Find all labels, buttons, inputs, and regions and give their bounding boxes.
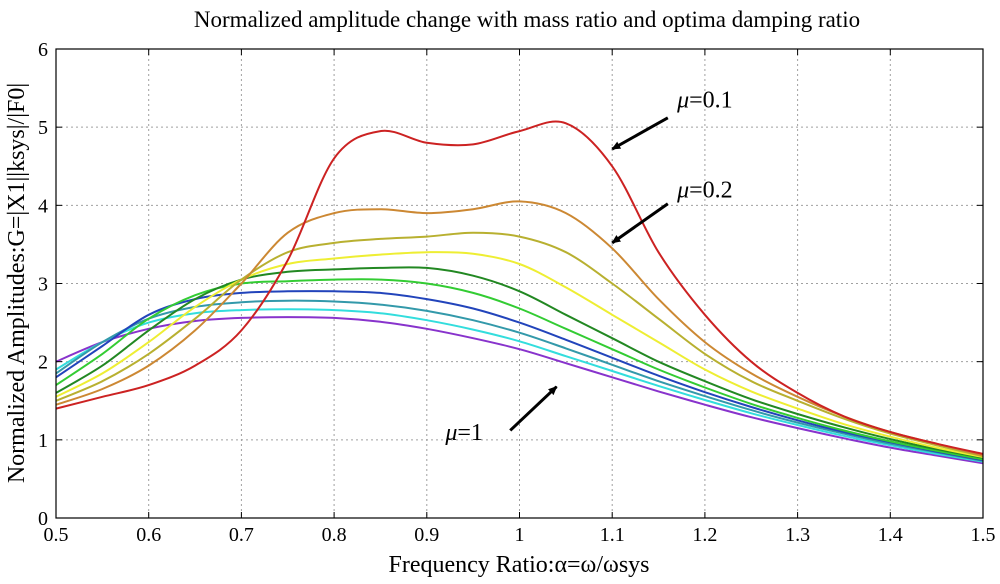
y-tick-label: 0 xyxy=(38,508,48,530)
x-tick-label: 1.5 xyxy=(971,524,996,546)
x-tick-label: 0.8 xyxy=(322,524,347,546)
series-line-7 xyxy=(55,290,984,462)
series-line-6 xyxy=(55,278,984,461)
x-tick-label: 0.9 xyxy=(414,524,439,546)
series-line-5 xyxy=(55,266,984,459)
series-group xyxy=(55,120,984,465)
x-tick-label: 0.5 xyxy=(44,524,69,546)
series-line-4 xyxy=(55,251,984,458)
y-tick-label: 4 xyxy=(38,195,48,217)
mu-symbol: μ xyxy=(444,420,457,446)
annotation-arrow xyxy=(509,385,558,432)
annotation-label: μ=1 xyxy=(444,420,483,446)
x-tick-label: 1.4 xyxy=(878,524,903,546)
y-axis-label: Normalized Amplitudes:G=|X1||ksys|/|F0| xyxy=(4,83,30,483)
annotation-label: μ=0.2 xyxy=(676,178,733,204)
y-tick-label: 1 xyxy=(38,430,48,452)
y-tick-label: 2 xyxy=(38,352,48,374)
series-line-9 xyxy=(55,308,984,463)
series-line-3 xyxy=(55,231,984,458)
series-line-1 xyxy=(55,120,984,455)
x-tick-label: 1.2 xyxy=(692,524,717,546)
x-tick-label: 1 xyxy=(515,524,525,546)
x-tick-label: 1.3 xyxy=(785,524,810,546)
annotation-label: μ=0.1 xyxy=(676,88,733,114)
chart-title: Normalized amplitude change with mass ra… xyxy=(194,7,860,32)
annotation-value: =0.2 xyxy=(689,178,733,204)
series-line-8 xyxy=(55,299,984,462)
y-tick-label: 3 xyxy=(38,274,48,296)
mu-symbol: μ xyxy=(676,178,689,204)
annotation-value: =0.1 xyxy=(689,88,733,114)
annotation-arrow xyxy=(611,202,669,245)
annotations: μ=0.1μ=0.2μ=1 xyxy=(444,88,732,446)
x-tick-label: 0.7 xyxy=(229,524,254,546)
annotation-value: =1 xyxy=(457,420,483,446)
grid xyxy=(56,49,983,518)
y-tick-label: 5 xyxy=(38,117,48,139)
x-tick-label: 1.1 xyxy=(600,524,625,546)
y-tick-label: 6 xyxy=(38,39,48,61)
x-tick-label: 0.6 xyxy=(136,524,161,546)
axis-ticks: 0.5 0.6 0.7 0.8 0.9 1 1.1 1.2 1.3 1.4 1.5 0 1 2 3 4 5 6 xyxy=(38,39,996,546)
mu-symbol: μ xyxy=(676,88,689,114)
annotation-arrow xyxy=(611,116,669,151)
series-line-10 xyxy=(55,316,984,465)
x-axis-label: Frequency Ratio:α=ω/ωsys xyxy=(388,552,649,578)
